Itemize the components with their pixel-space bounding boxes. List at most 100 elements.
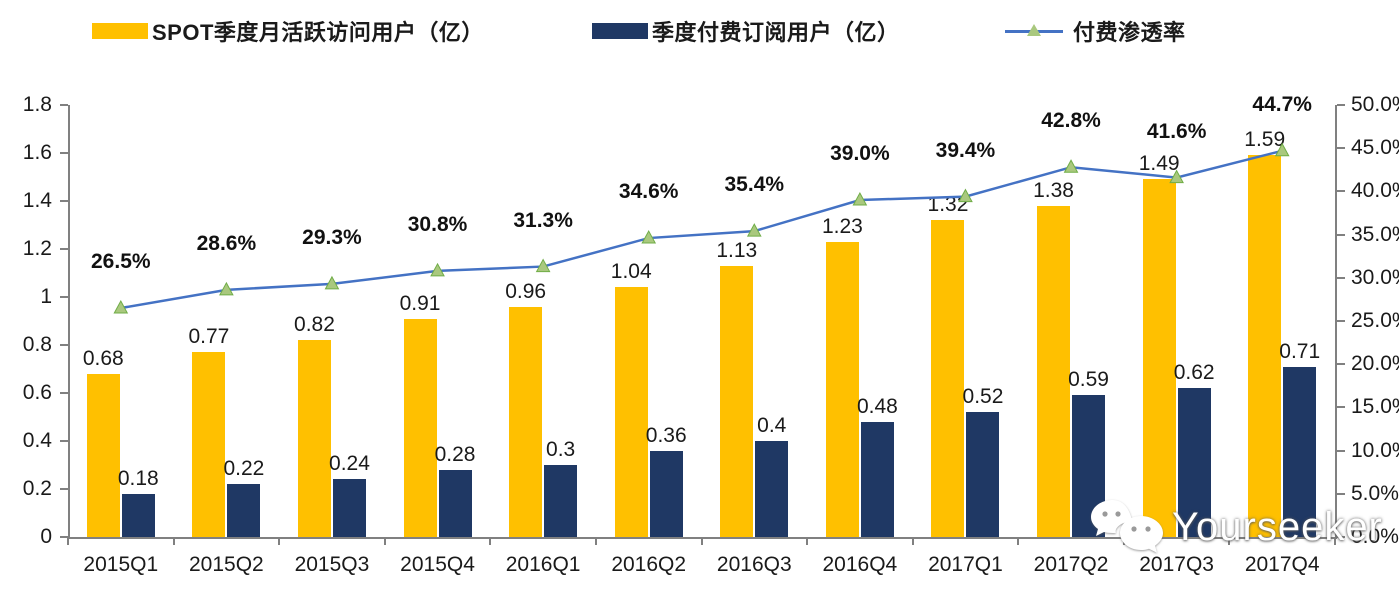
bar-mau-value-label: 1.13 xyxy=(716,238,758,262)
bar-subs-value-label: 0.62 xyxy=(1173,361,1215,385)
y-axis-right-tick xyxy=(1337,104,1345,106)
bar-subs-value-label: 0.24 xyxy=(329,452,370,476)
y-axis-left-tick-label: 1.2 xyxy=(22,237,52,260)
legend-label-penetration: 付费渗透率 xyxy=(1073,20,1186,45)
bar-mau xyxy=(614,287,648,537)
penetration-rate-label: 41.6% xyxy=(1146,119,1207,143)
y-axis-left-tick xyxy=(60,296,68,298)
y-axis-left-tick-label: 1.6 xyxy=(22,141,52,164)
y-axis-left-tick xyxy=(60,440,68,442)
penetration-rate-label: 31.3% xyxy=(513,208,573,232)
penetration-rate-label: 29.3% xyxy=(302,225,362,249)
x-tick-label: 2017Q4 xyxy=(1244,553,1320,576)
penetration-rate-line xyxy=(113,142,1290,314)
line-point-marker xyxy=(958,188,973,203)
bar-mau xyxy=(1142,179,1176,537)
legend-item-mau: SPOT季度月活跃访问用户（亿） xyxy=(92,16,484,46)
bar-subs xyxy=(755,441,789,537)
x-axis-tick xyxy=(383,537,386,545)
x-axis-tick xyxy=(489,537,492,545)
x-tick-label: 2017Q1 xyxy=(928,553,1003,576)
x-tick-label: 2016Q2 xyxy=(611,553,687,576)
legend-label-mau: SPOT季度月活跃访问用户（亿） xyxy=(152,20,484,45)
x-tick-label: 2015Q1 xyxy=(83,553,159,576)
y-axis-right-tick-label: 0.0% xyxy=(1351,525,1399,548)
bar-subs-value-label: 0.59 xyxy=(1068,368,1109,392)
bar-mau xyxy=(86,373,120,537)
watermark: Yourseeker xyxy=(1088,498,1383,556)
bar-mau xyxy=(720,265,754,537)
x-tick-label: 2016Q3 xyxy=(716,553,792,576)
y-axis-right-tick xyxy=(1337,190,1345,193)
y-axis-right-tick xyxy=(1337,536,1345,538)
y-axis-right-tick-label: 50.0% xyxy=(1351,93,1399,116)
penetration-rate-label: 34.6% xyxy=(618,180,679,204)
bar-mau-value-label: 1.04 xyxy=(610,260,652,284)
y-axis-left-tick-label: 1.4 xyxy=(22,189,52,212)
y-axis-left-tick xyxy=(60,248,68,250)
x-tick-label: 2015Q3 xyxy=(294,553,370,576)
legend-item-subs: 季度付费订阅用户（亿） xyxy=(592,16,900,46)
line-point-marker xyxy=(113,299,129,314)
bar-mau xyxy=(192,352,226,537)
x-tick-label: 2015Q2 xyxy=(189,553,264,576)
bar-mau xyxy=(403,318,437,537)
y-axis-right-tick-label: 35.0% xyxy=(1351,222,1399,246)
bar-subs-value-label: 0.28 xyxy=(434,442,476,466)
y-axis-left-tick xyxy=(60,392,68,394)
y-axis-left-tick-label: 0.8 xyxy=(22,333,52,356)
bar-mau-value-label: 1.23 xyxy=(821,214,863,238)
x-axis-tick xyxy=(594,537,597,545)
bar-mau-value-label: 1.59 xyxy=(1244,128,1286,152)
line-marker-swatch-icon xyxy=(1005,23,1063,39)
bar-subs-value-label: 0.22 xyxy=(223,457,265,481)
x-axis-tick xyxy=(1334,537,1336,545)
bar-subs-value-label: 0.18 xyxy=(117,466,159,490)
mau-bar-swatch-icon xyxy=(92,23,148,39)
subs-bar-swatch-icon xyxy=(592,23,648,39)
y-axis-right-tick-label: 5.0% xyxy=(1351,481,1399,505)
x-tick-label: 2017Q2 xyxy=(1033,553,1109,576)
bar-subs xyxy=(121,493,155,537)
bar-mau-value-label: 1.49 xyxy=(1138,152,1180,176)
y-axis-left-tick xyxy=(60,488,68,490)
x-axis-tick xyxy=(67,537,69,545)
legend-item-penetration: 付费渗透率 xyxy=(1005,16,1186,46)
y-axis-left-tick xyxy=(60,344,68,346)
x-axis-line xyxy=(68,537,1337,539)
y-axis-right-tick xyxy=(1337,233,1345,236)
bar-subs-value-label: 0.36 xyxy=(645,423,687,447)
line-point-marker xyxy=(324,275,340,290)
penetration-rate-label: 44.7% xyxy=(1252,92,1312,116)
line-point-marker xyxy=(1063,159,1079,173)
bar-mau-value-label: 1.38 xyxy=(1033,178,1074,202)
x-axis-tick xyxy=(1228,537,1231,545)
y-axis-left-tick-label: 1 xyxy=(40,285,52,308)
x-tick-label: 2015Q4 xyxy=(400,553,475,576)
y-axis-right-tick-label: 15.0% xyxy=(1351,395,1399,419)
bar-mau xyxy=(509,306,543,537)
y-axis-left-line xyxy=(68,105,70,537)
y-axis-right-tick-label: 45.0% xyxy=(1351,136,1399,160)
line-point-marker xyxy=(1169,169,1184,184)
line-point-marker xyxy=(535,258,551,273)
wechat-icon xyxy=(1091,500,1163,553)
y-axis-left-tick-label: 1.8 xyxy=(22,93,52,116)
bar-mau-value-label: 1.32 xyxy=(927,193,969,217)
line-point-marker xyxy=(746,223,762,237)
x-axis-tick xyxy=(1017,537,1020,545)
y-axis-left-tick-label: 0.4 xyxy=(22,429,52,452)
line-point-marker xyxy=(852,191,868,206)
x-axis-tick xyxy=(172,537,175,545)
y-axis-left-tick-label: 0.6 xyxy=(22,381,52,404)
bar-mau xyxy=(297,340,331,537)
bar-subs xyxy=(966,412,1000,537)
bar-subs-value-label: 0.52 xyxy=(962,385,1004,409)
bar-mau-value-label: 0.68 xyxy=(82,346,124,370)
penetration-rate-label: 35.4% xyxy=(724,173,785,197)
y-axis-right-tick xyxy=(1337,320,1345,322)
line-point-marker xyxy=(430,262,445,277)
x-tick-label: 2017Q3 xyxy=(1139,553,1214,576)
bar-mau xyxy=(825,241,859,537)
y-axis-left-tick xyxy=(60,536,68,538)
